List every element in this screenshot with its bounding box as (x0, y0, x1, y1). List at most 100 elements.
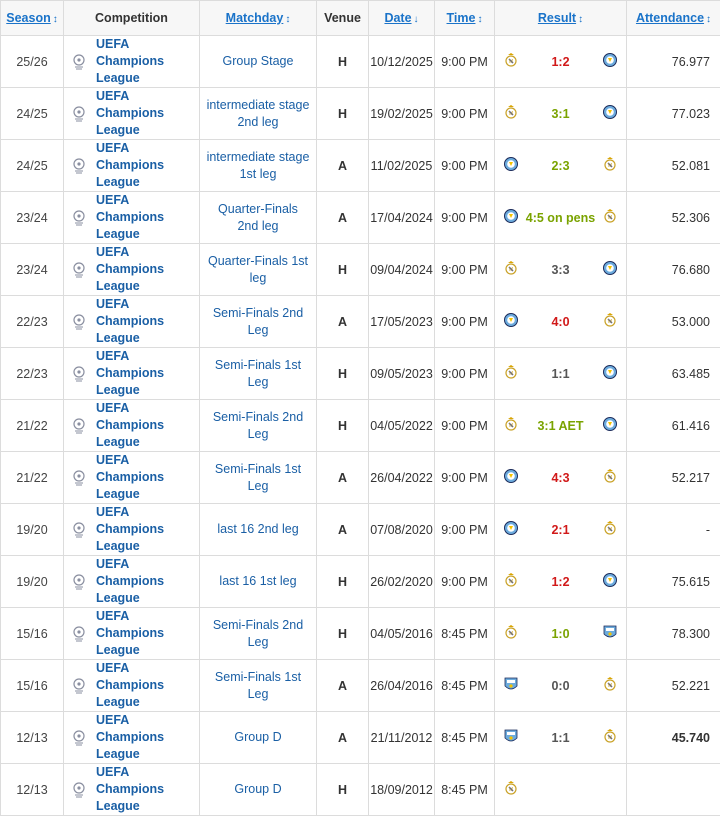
date-header[interactable]: Date↓ (369, 1, 435, 36)
result-cell[interactable]: M 1:2 (495, 556, 627, 608)
sort-season-link[interactable]: Season (6, 11, 50, 25)
man-city-old-crest-icon[interactable] (504, 676, 518, 692)
competition-link[interactable]: UEFA Champions League (96, 660, 199, 711)
competition-link[interactable]: UEFA Champions League (96, 764, 199, 815)
home-team-crest[interactable]: M (504, 572, 518, 591)
result-cell[interactable]: 4:3 M (495, 452, 627, 504)
result-cell[interactable]: 4:0 M (495, 296, 627, 348)
away-team-crest[interactable] (603, 364, 617, 383)
real-madrid-crest-icon[interactable]: M (504, 416, 518, 432)
real-madrid-crest-icon[interactable]: M (603, 676, 617, 692)
result-cell[interactable]: M 3:3 (495, 244, 627, 296)
score-link[interactable]: 1:0 (551, 627, 569, 641)
real-madrid-crest-icon[interactable]: M (504, 52, 518, 68)
score-link[interactable]: 1:2 (551, 55, 569, 69)
home-team-crest[interactable] (504, 312, 518, 331)
man-city-crest-icon[interactable] (504, 468, 518, 484)
man-city-old-crest-icon[interactable] (603, 624, 617, 640)
result-cell[interactable]: 4:5 on pens M (495, 192, 627, 244)
competition-link[interactable]: UEFA Champions League (96, 504, 199, 555)
score-link[interactable]: 3:1 (551, 107, 569, 121)
away-team-crest[interactable] (603, 572, 617, 591)
competition-link[interactable]: UEFA Champions League (96, 244, 199, 295)
competition-link[interactable]: UEFA Champions League (96, 192, 199, 243)
competition-link[interactable]: UEFA Champions League (96, 88, 199, 139)
result-cell[interactable]: 0:0 M (495, 660, 627, 712)
score-link[interactable]: 2:1 (551, 523, 569, 537)
away-team-crest[interactable]: M (603, 676, 617, 695)
home-team-crest[interactable] (504, 728, 518, 747)
competition-link[interactable]: UEFA Champions League (96, 36, 199, 87)
man-city-crest-icon[interactable] (603, 572, 617, 588)
sort-time-link[interactable]: Time (447, 11, 476, 25)
home-team-crest[interactable]: M (504, 52, 518, 71)
away-team-crest[interactable]: M (603, 468, 617, 487)
result-cell[interactable]: M 1:1 (495, 348, 627, 400)
result-header[interactable]: Result↕ (495, 1, 627, 36)
man-city-crest-icon[interactable] (504, 312, 518, 328)
away-team-crest[interactable] (603, 624, 617, 643)
sort-matchday-link[interactable]: Matchday (226, 11, 284, 25)
man-city-crest-icon[interactable] (603, 104, 617, 120)
home-team-crest[interactable]: M (504, 364, 518, 383)
home-team-crest[interactable] (504, 468, 518, 487)
competition-link[interactable]: UEFA Champions League (96, 140, 199, 191)
man-city-crest-icon[interactable] (603, 416, 617, 432)
home-team-crest[interactable]: M (504, 104, 518, 123)
away-team-crest[interactable] (603, 52, 617, 71)
home-team-crest[interactable] (504, 156, 518, 175)
score-link[interactable]: 1:2 (551, 575, 569, 589)
home-team-crest[interactable]: M (504, 780, 518, 799)
sort-result-link[interactable]: Result (538, 11, 576, 25)
result-cell[interactable]: M (495, 764, 627, 816)
result-cell[interactable]: 2:1 M (495, 504, 627, 556)
real-madrid-crest-icon[interactable]: M (504, 104, 518, 120)
real-madrid-crest-icon[interactable]: M (504, 364, 518, 380)
real-madrid-crest-icon[interactable]: M (603, 312, 617, 328)
result-cell[interactable]: 1:1 M (495, 712, 627, 764)
home-team-crest[interactable] (504, 208, 518, 227)
score-link[interactable]: 1:1 (551, 367, 569, 381)
real-madrid-crest-icon[interactable]: M (603, 728, 617, 744)
real-madrid-crest-icon[interactable]: M (603, 208, 617, 224)
competition-link[interactable]: UEFA Champions League (96, 348, 199, 399)
competition-link[interactable]: UEFA Champions League (96, 452, 199, 503)
away-team-crest[interactable] (603, 104, 617, 123)
season-header[interactable]: Season↕ (1, 1, 64, 36)
result-cell[interactable]: M 1:0 (495, 608, 627, 660)
result-cell[interactable]: 2:3 M (495, 140, 627, 192)
time-header[interactable]: Time↕ (435, 1, 495, 36)
home-team-crest[interactable]: M (504, 624, 518, 643)
competition-link[interactable]: UEFA Champions League (96, 400, 199, 451)
real-madrid-crest-icon[interactable]: M (603, 520, 617, 536)
competition-link[interactable]: UEFA Champions League (96, 712, 199, 763)
result-cell[interactable]: M 3:1 AET (495, 400, 627, 452)
competition-link[interactable]: UEFA Champions League (96, 608, 199, 659)
away-team-crest[interactable] (603, 260, 617, 279)
man-city-crest-icon[interactable] (504, 208, 518, 224)
score-link[interactable]: 4:0 (551, 315, 569, 329)
man-city-crest-icon[interactable] (603, 364, 617, 380)
home-team-crest[interactable] (504, 520, 518, 539)
competition-link[interactable]: UEFA Champions League (96, 296, 199, 347)
man-city-crest-icon[interactable] (504, 156, 518, 172)
score-link[interactable]: 2:3 (551, 159, 569, 173)
real-madrid-crest-icon[interactable]: M (603, 468, 617, 484)
away-team-crest[interactable]: M (603, 156, 617, 175)
attendance-header[interactable]: Attendance↕ (627, 1, 720, 36)
real-madrid-crest-icon[interactable]: M (504, 572, 518, 588)
real-madrid-crest-icon[interactable]: M (504, 260, 518, 276)
away-team-crest[interactable]: M (603, 312, 617, 331)
real-madrid-crest-icon[interactable]: M (504, 780, 518, 796)
away-team-crest[interactable]: M (603, 208, 617, 227)
score-link[interactable]: 3:3 (551, 263, 569, 277)
result-cell[interactable]: M 1:2 (495, 36, 627, 88)
score-link[interactable]: 1:1 (551, 731, 569, 745)
home-team-crest[interactable] (504, 676, 518, 695)
away-team-crest[interactable]: M (603, 728, 617, 747)
sort-attendance-link[interactable]: Attendance (636, 11, 704, 25)
man-city-crest-icon[interactable] (603, 52, 617, 68)
score-link[interactable]: 0:0 (551, 679, 569, 693)
real-madrid-crest-icon[interactable]: M (603, 156, 617, 172)
competition-link[interactable]: UEFA Champions League (96, 556, 199, 607)
